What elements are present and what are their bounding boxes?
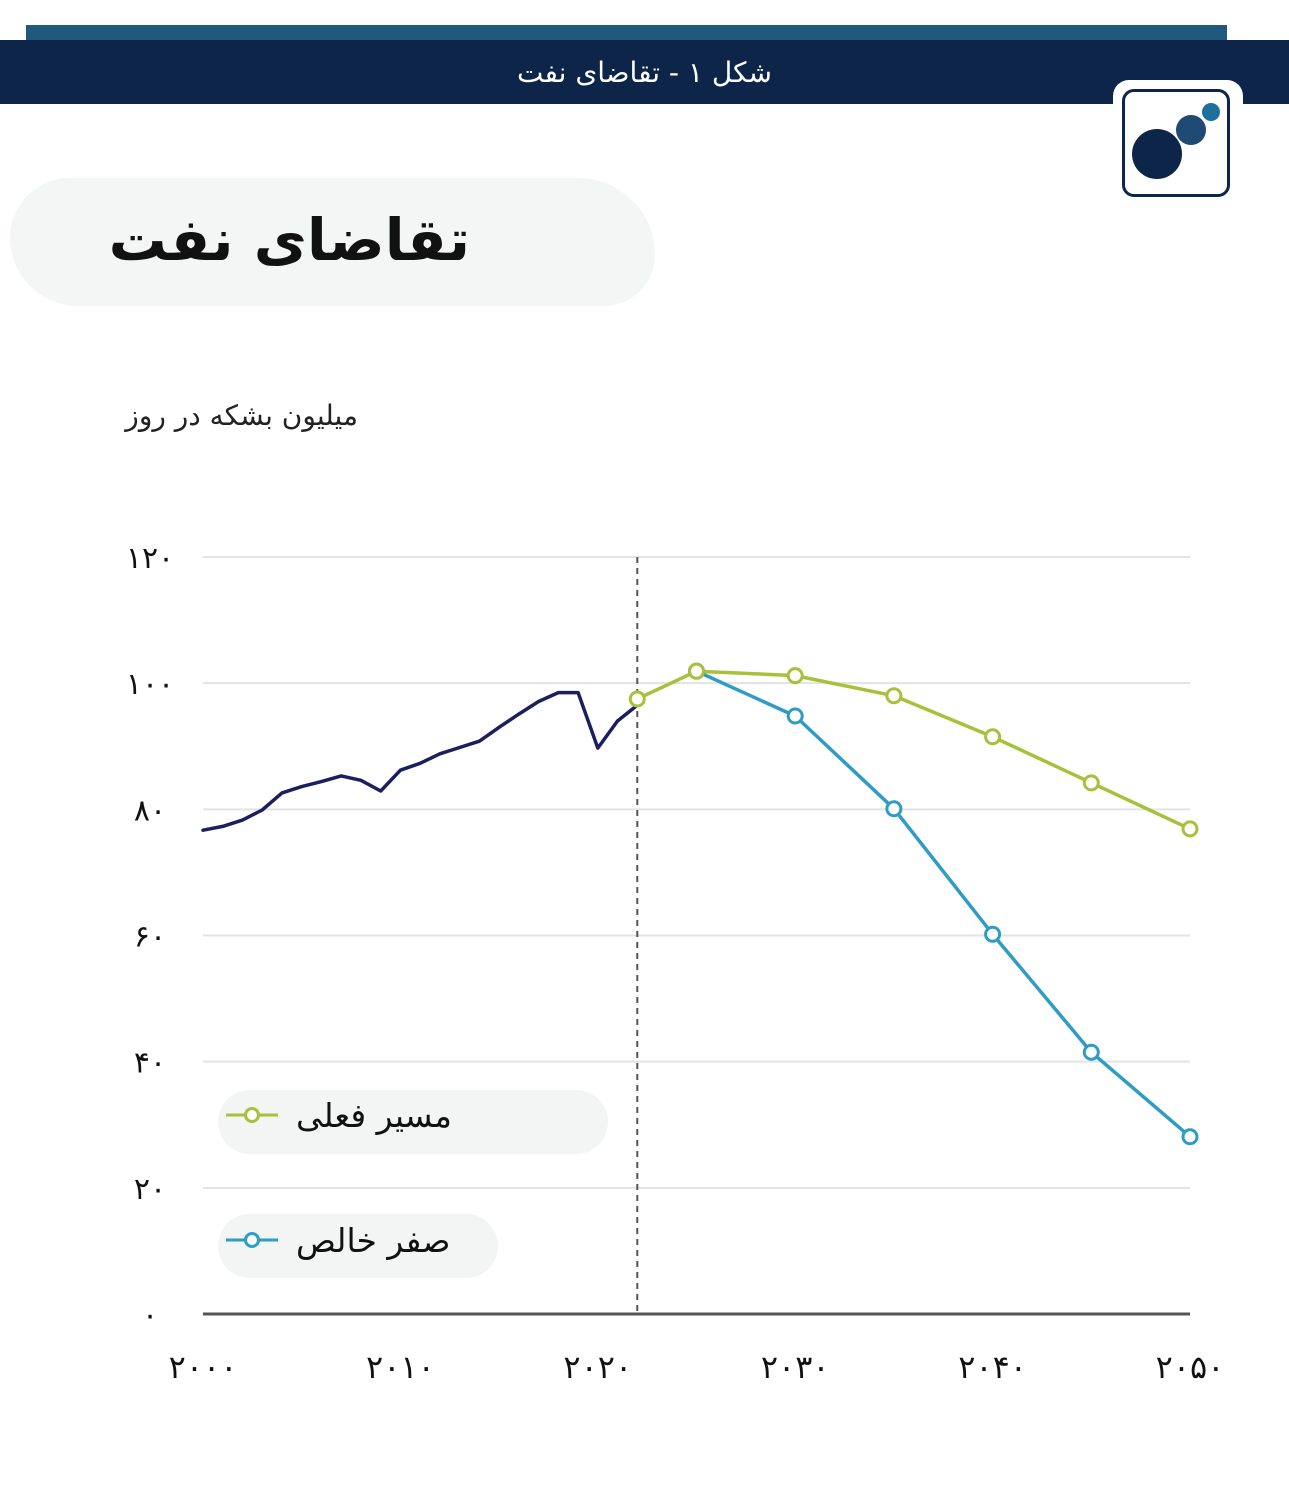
- logo-dot-medium: [1176, 115, 1206, 145]
- current-path-point: [1181, 820, 1199, 838]
- current-path-point: [628, 690, 646, 708]
- x-tick-label: ۲۰۵۰: [1156, 1348, 1225, 1386]
- net-zero-point: [1181, 1128, 1199, 1146]
- logo: [1113, 80, 1243, 210]
- legend-label-net-zero: صفر خالص: [296, 1220, 451, 1260]
- current-path-point: [885, 687, 903, 705]
- x-tick-label: ۲۰۲۰: [563, 1348, 632, 1386]
- legend-swatch-net-zero: [226, 1232, 278, 1248]
- current-path-point: [688, 662, 705, 680]
- legend-background: [218, 1214, 498, 1278]
- y-tick-label: ۶۰: [134, 920, 166, 955]
- y-tick-label: ۲۰: [134, 1172, 166, 1207]
- logo-dot-large: [1132, 129, 1182, 179]
- legend-label-current-path: مسیر فعلی: [296, 1095, 452, 1135]
- legend-swatch-current-path: [226, 1107, 278, 1123]
- y-tick-label: ۸۰: [134, 793, 166, 828]
- bubbles-logo-icon: [1122, 89, 1230, 197]
- y-tick-label: ۴۰: [134, 1046, 166, 1081]
- net-zero-point: [786, 707, 804, 725]
- title-background: [10, 178, 655, 306]
- legend-item-current-path: مسیر فعلی: [224, 1090, 452, 1140]
- y-axis-unit-label: میلیون بشکه در روز: [125, 399, 358, 432]
- legend-background: [218, 1090, 608, 1154]
- y-tick-label: ۱۰۰: [126, 667, 174, 702]
- current-path-point: [984, 728, 1002, 746]
- net-zero-point: [885, 800, 903, 818]
- y-tick-label: ۱۲۰: [126, 541, 174, 576]
- figure-caption: شکل ۱ - تقاضای نفت: [516, 55, 773, 89]
- logo-dot-small: [1202, 103, 1220, 121]
- legend-item-net-zero: صفر خالص: [224, 1215, 450, 1265]
- y-tick-label: ۰: [142, 1298, 158, 1333]
- current-path-line: [635, 669, 1192, 831]
- historical-demand-line: [201, 690, 640, 832]
- current-path-point: [786, 667, 804, 685]
- x-tick-label: ۲۰۳۰: [761, 1348, 830, 1386]
- net-zero-line: [694, 669, 1192, 1139]
- chart-title: تقاضای نفت: [108, 206, 470, 274]
- header-accent-strip: [26, 25, 1227, 41]
- x-tick-label: ۲۰۴۰: [958, 1348, 1027, 1386]
- current-path-point: [1082, 774, 1100, 792]
- net-zero-point: [984, 925, 1002, 943]
- x-tick-label: ۲۰۰۰: [169, 1348, 238, 1386]
- x-tick-label: ۲۰۱۰: [366, 1348, 435, 1386]
- header-bar: شکل ۱ - تقاضای نفت: [0, 40, 1289, 104]
- net-zero-point: [1082, 1043, 1100, 1061]
